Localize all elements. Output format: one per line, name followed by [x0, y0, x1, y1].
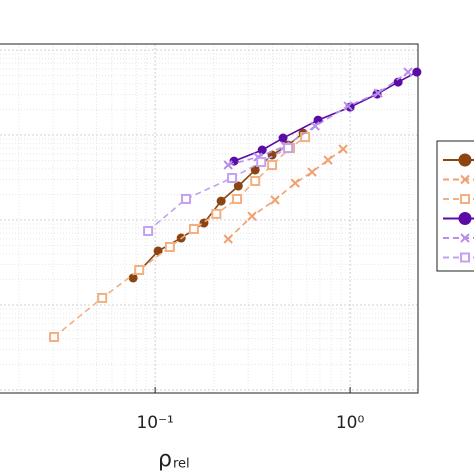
data-point — [403, 67, 413, 77]
data-point — [310, 121, 320, 131]
data-point — [97, 292, 108, 303]
data-point — [49, 331, 60, 342]
legend-marker — [460, 194, 470, 204]
data-point — [412, 67, 422, 77]
data-point — [373, 88, 383, 98]
x-tick-label: 10⁻¹ — [136, 413, 173, 433]
data-point — [128, 273, 138, 283]
data-point — [290, 178, 300, 188]
data-point — [227, 173, 238, 184]
legend-marker — [460, 233, 470, 243]
data-point — [393, 77, 403, 87]
data-point — [278, 133, 288, 143]
data-point — [233, 181, 243, 191]
data-point — [250, 165, 260, 175]
data-point — [181, 193, 192, 204]
data-point — [211, 208, 222, 219]
legend-marker — [458, 212, 472, 225]
data-point — [256, 157, 267, 168]
data-point — [134, 265, 145, 276]
data-point — [267, 160, 278, 171]
data-point — [247, 211, 257, 221]
data-point — [223, 160, 233, 170]
x-tick-label: 10⁰ — [336, 413, 365, 433]
data-point — [164, 242, 175, 253]
plot-frame — [0, 43, 419, 394]
data-point — [283, 143, 294, 154]
data-point — [323, 155, 333, 165]
data-point — [232, 193, 243, 204]
x-axis-label-subscript: rel — [173, 457, 190, 472]
data-point — [257, 145, 267, 155]
legend-marker — [460, 174, 470, 185]
data-point — [216, 196, 226, 206]
data-point — [143, 225, 154, 236]
legend-marker — [458, 153, 472, 167]
data-point — [250, 175, 261, 186]
legend-marker — [460, 252, 470, 263]
x-axis-label: ρ — [158, 447, 172, 472]
data-point — [188, 223, 199, 234]
data-point — [338, 144, 348, 154]
data-point — [270, 195, 280, 205]
data-point — [343, 101, 353, 111]
data-point — [307, 167, 317, 177]
data-point — [223, 234, 233, 244]
